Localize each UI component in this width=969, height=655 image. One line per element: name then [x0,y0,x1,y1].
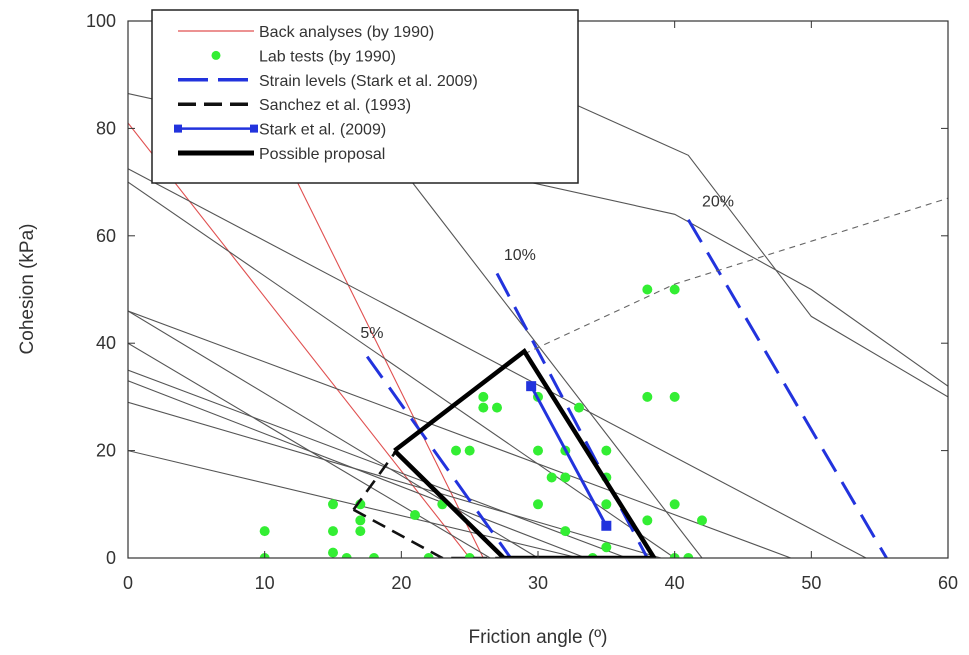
series-6-marker-1 [601,520,612,531]
lab-test-point-32 [642,284,653,295]
series-6-line-0 [529,385,608,527]
x-tick-label-1: 10 [255,573,275,593]
legend-square-start-4 [174,124,182,133]
lab-test-point-11 [423,553,434,558]
series-1-line-5 [128,450,580,558]
lab-test-point-9 [369,553,379,558]
lab-test-point-14 [464,553,475,558]
lab-test-point-20 [533,445,543,456]
lab-test-point-13 [451,445,461,456]
legend-label-4: Stark et al. (2009) [259,122,386,139]
legend-label-0: Back analyses (by 1990) [259,24,434,41]
legend-label-5: Possible proposal [259,146,385,163]
series-3-line-2 [687,218,888,558]
possible-proposal-outline [392,348,657,558]
series-1-line-6 [128,310,791,558]
x-tick-label-5: 50 [801,573,821,593]
series-0-line-1 [291,171,484,558]
lab-test-point-26 [574,402,584,413]
series-5-line-0 [352,452,396,511]
legend-square-end-4 [250,124,258,133]
legend-marker-1 [211,50,221,60]
lab-test-point-2 [328,499,338,510]
lab-test-point-16 [478,402,489,413]
series-1-line-4 [128,401,662,558]
plot-marks [128,25,948,558]
y-tick-label-0: 0 [106,548,116,568]
x-tick-label-4: 40 [665,573,685,593]
x-tick-label-6: 60 [938,573,958,593]
lab-test-point-23 [560,472,571,483]
y-tick-label-5: 100 [86,11,116,31]
y-tick-label-2: 40 [96,333,116,353]
strain-annotations: 5% 10% 20% [360,193,734,342]
lab-test-point-5 [341,553,352,558]
y-tick-label-1: 20 [96,441,116,461]
lab-test-point-7 [355,515,366,526]
legend-label-2: Strain levels (Stark et al. 2009) [259,73,478,90]
series-1-line-7 [128,181,676,558]
series-5-line-1 [352,508,552,558]
lab-test-point-21 [533,499,543,510]
series-1-line-8 [128,168,867,558]
axis-ticks: 0 10 20 30 40 50 60 0 20 40 60 80 100 [86,11,958,593]
y-tick-label-3: 60 [96,226,116,246]
lab-test-point-31 [601,542,612,553]
x-tick-label-0: 0 [123,573,133,593]
lab-test-point-28 [601,445,612,456]
lab-test-point-8 [355,526,366,537]
lab-test-point-40 [697,515,707,526]
lab-test-point-37 [669,499,680,510]
lab-test-point-10 [410,510,420,521]
legend-entry-2: Strain levels (Stark et al. 2009) [178,73,478,90]
lab-test-point-4 [328,547,338,558]
x-tick-label-2: 20 [391,573,411,593]
series-1-line-0 [128,310,539,558]
lab-test-point-34 [642,515,653,526]
lab-test-point-18 [492,402,502,413]
legend-label-1: Lab tests (by 1990) [259,48,396,65]
legend-entry-5: Possible proposal [178,146,385,163]
y-tick-label-4: 80 [96,118,116,138]
strain-label-0: 5% [360,325,383,342]
strain-label-2: 20% [702,193,734,210]
x-axis-label: Friction angle (º) [469,627,608,648]
legend-entry-4: Stark et al. (2009) [174,122,386,139]
y-axis-label: Cohesion (kPa) [17,224,38,355]
x-tick-label-3: 30 [528,573,548,593]
strain-label-1: 10% [504,247,536,264]
lab-test-point-17 [478,391,489,402]
series-1-line-2 [128,369,627,558]
legend: Back analyses (by 1990) Lab tests (by 199… [151,9,579,184]
lab-test-point-36 [669,391,680,402]
series-6-marker-0 [526,381,537,392]
lab-test-point-35 [669,284,680,295]
lab-test-point-22 [546,472,557,483]
lab-test-point-15 [464,445,475,456]
legend-label-3: Sanchez et al. (1993) [259,97,411,114]
lab-test-point-0 [259,526,270,537]
series-3-line-0 [365,355,512,558]
lab-test-point-30 [601,499,612,510]
legend-entry-3: Sanchez et al. (1993) [178,97,411,114]
lab-test-point-25 [560,526,571,537]
lab-test-point-3 [328,526,338,537]
legend-entry-1: Lab tests (by 1990) [211,48,396,65]
lab-test-point-39 [683,553,694,558]
lab-test-point-33 [642,391,653,402]
series-4-line-0 [524,197,948,355]
legend-entry-0: Back analyses (by 1990) [178,24,434,41]
